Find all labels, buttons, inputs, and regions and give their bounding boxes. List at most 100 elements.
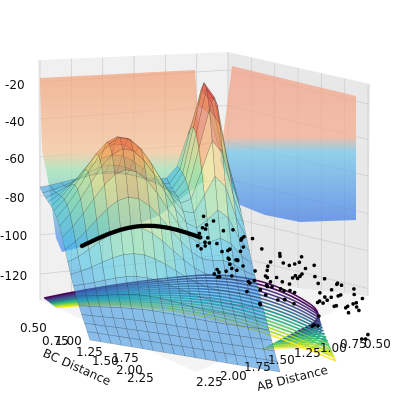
trajectory-point [197, 235, 202, 240]
ab-tick-label: 1.25 [294, 346, 321, 360]
z-axis-ticks: -20 -40 -60 -80 -100 -120 [0, 78, 27, 283]
trajectory-point [253, 269, 257, 273]
z-tick-label: -60 [5, 152, 25, 166]
bc-tick-label: 0.50 [20, 321, 47, 335]
trajectory-point [246, 279, 251, 284]
trajectory-point [217, 270, 221, 275]
trajectory-point [298, 274, 302, 279]
bc-tick-label: 2.25 [127, 371, 154, 385]
trajectory-point [230, 266, 234, 271]
trajectory-point [303, 266, 308, 271]
trajectory-point [274, 275, 279, 280]
trajectory-point [351, 302, 355, 306]
trajectory-point [312, 323, 317, 327]
trajectory-point [297, 260, 302, 265]
trajectory-point [207, 241, 212, 245]
trajectory-point [321, 301, 325, 305]
trajectory-point [239, 238, 243, 242]
trajectory-point [263, 293, 268, 297]
trajectory-point [329, 288, 334, 292]
trajectory-point [325, 298, 330, 303]
surface-facet [266, 359, 281, 373]
trajectory-point [268, 280, 273, 284]
trajectory-point [287, 282, 292, 286]
trajectory-point [206, 236, 210, 240]
trajectory-point [360, 296, 365, 301]
trajectory-point [230, 274, 234, 278]
z-tick-label: -20 [5, 78, 25, 92]
trajectory-point [354, 305, 359, 309]
trajectory-point [345, 304, 350, 309]
trajectory-point [318, 291, 322, 295]
trajectory-point [293, 273, 298, 278]
trajectory-point [203, 240, 207, 244]
trajectory-point [312, 263, 317, 268]
trajectory-point [258, 287, 263, 292]
trajectory-point [360, 337, 364, 341]
trajectory-point [317, 314, 321, 318]
trajectory-point [313, 274, 317, 279]
trajectory-point [329, 295, 334, 300]
trajectory-point [270, 285, 274, 289]
trajectory-point [252, 278, 257, 283]
trajectory-point [266, 264, 270, 269]
trajectory-point [250, 236, 255, 241]
trajectory-point [278, 287, 283, 291]
trajectory-point [280, 280, 285, 284]
trajectory-point [335, 282, 339, 287]
trajectory-point [323, 295, 327, 299]
ab-tick-label: 0.50 [364, 337, 391, 351]
trajectory-point [292, 262, 297, 266]
bc-tick-label: 1.00 [55, 334, 82, 348]
ab-tick-label: 1.75 [244, 360, 271, 374]
trajectory-point [217, 274, 222, 279]
trajectory-point [221, 228, 226, 233]
trajectory-point [241, 245, 246, 249]
trajectory-point [224, 269, 228, 274]
trajectory-point [260, 247, 264, 251]
trajectory-point [276, 298, 280, 302]
trajectory-point [211, 219, 216, 223]
ab-axis-ticks: 2.25 2.00 1.75 1.50 1.25 1.00 0.75 0.50 [196, 337, 391, 389]
trajectory-point [363, 337, 368, 341]
trajectory-point [290, 276, 295, 280]
trajectory-point [339, 283, 344, 288]
trajectory-point [322, 276, 327, 281]
bc-tick-label: 2.00 [116, 363, 143, 377]
bc-tick-label: 1.25 [76, 345, 103, 359]
trajectory-point [220, 249, 224, 254]
trajectory-point [317, 299, 322, 303]
bc-tick-label: 1.75 [112, 351, 139, 365]
trajectory-point [241, 264, 245, 268]
ab-tick-label: 1.00 [320, 341, 347, 355]
trajectory-point [204, 223, 209, 227]
bc-tick-label: 0.75 [42, 334, 69, 348]
trajectory-point [200, 226, 205, 230]
trajectory-point [234, 258, 238, 262]
trajectory-point [354, 301, 359, 305]
trajectory-point [215, 267, 219, 272]
trajectory-point [295, 276, 300, 281]
trajectory-point [258, 301, 262, 306]
ab-tick-label: 0.75 [340, 337, 367, 351]
trajectory-point [366, 332, 370, 337]
trajectory-point [203, 244, 207, 248]
trajectory-point [242, 235, 246, 239]
trajectory-point [265, 268, 270, 273]
trajectory-point [332, 304, 337, 309]
trajectory-point [265, 284, 270, 289]
trajectory-point [231, 228, 235, 232]
trajectory-point [203, 227, 208, 231]
trajectory-point [212, 272, 217, 276]
trajectory-point [352, 287, 356, 291]
trajectory-point [228, 247, 232, 251]
trajectory-point [278, 251, 282, 256]
ab-tick-label: 2.25 [196, 375, 223, 389]
surface-mesh [39, 81, 281, 373]
trajectory-point [228, 262, 232, 267]
trajectory-point [197, 231, 202, 236]
z-tick-label: -100 [0, 229, 27, 243]
trajectory-point [316, 281, 321, 286]
ab-tick-label: 2.00 [220, 369, 247, 383]
